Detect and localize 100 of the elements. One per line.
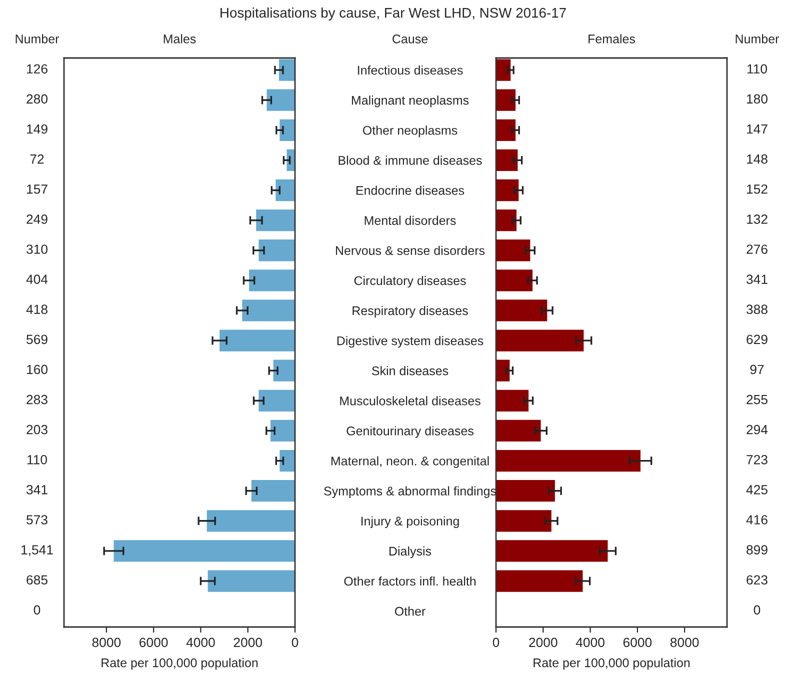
y-tick-label: Musculoskeletal diseases: [340, 396, 480, 406]
bar: [266, 89, 295, 111]
text: 149: [27, 124, 48, 134]
y-axis-title: Cause: [392, 34, 428, 44]
bar: [280, 450, 295, 472]
text: 310: [26, 244, 48, 254]
bar: [258, 240, 295, 262]
y-tick-label: Other: [394, 606, 426, 616]
y-tick-label: Blood & immune diseases: [338, 156, 482, 165]
y-tick-label: Other factors infl. health: [344, 576, 476, 586]
bar: [496, 570, 583, 592]
text: Number: [736, 34, 780, 44]
text: 899: [746, 545, 768, 554]
bar: [496, 209, 517, 232]
bar: [496, 119, 516, 141]
bar: [273, 360, 295, 382]
y-tick-label: Other neoplasms: [363, 126, 458, 138]
text: 629: [746, 334, 768, 344]
y-tick-label: Injury & poisoning: [361, 516, 459, 528]
chart-subtitle: Females: [588, 34, 636, 44]
x-tick-label: 4000: [186, 638, 215, 648]
bar: [496, 420, 541, 442]
x-axis-title: Rate per 100,000 population: [102, 658, 258, 670]
text: 126: [27, 64, 48, 74]
text: 249: [26, 214, 48, 224]
bar: [496, 330, 584, 352]
text: 0: [34, 605, 40, 615]
bar: [258, 390, 295, 412]
text: 685: [26, 575, 48, 585]
text: 0: [754, 605, 760, 615]
text: 110: [27, 454, 48, 464]
bar: [496, 240, 530, 262]
text: 147: [747, 124, 768, 134]
text: 341: [746, 274, 768, 284]
text: 723: [746, 454, 768, 464]
bar: [496, 390, 529, 412]
text: 148: [747, 154, 768, 164]
y-tick-label: Respiratory diseases: [352, 306, 468, 318]
bar: [496, 300, 548, 322]
y-tick-label: Dialysis: [389, 546, 432, 558]
bar: [280, 119, 295, 141]
y-tick-label: Mental disorders: [364, 216, 456, 225]
y-tick-label: Skin diseases: [372, 366, 448, 376]
y-tick-label: Infectious diseases: [358, 65, 463, 75]
text: 180: [747, 94, 768, 104]
bar: [496, 540, 608, 562]
text: 132: [747, 214, 768, 224]
bar: [496, 450, 640, 472]
bar: [496, 89, 516, 111]
x-tick-label: 6000: [140, 638, 168, 648]
x-tick-label: 4000: [576, 638, 604, 648]
text: 160: [27, 364, 48, 374]
x-tick-label: 8000: [670, 638, 699, 648]
y-tick-label: Endocrine diseases: [356, 186, 464, 195]
text: 280: [26, 94, 48, 104]
x-axis-title: Rate per 100,000 population: [534, 658, 690, 670]
y-tick-label: Symptoms & abnormal findings: [324, 486, 496, 498]
y-tick-label: Digestive system diseases: [337, 336, 484, 348]
text: 418: [26, 304, 48, 314]
x-tick-label: 0: [292, 638, 298, 648]
y-tick-label: Genitourinary diseases: [346, 426, 474, 438]
y-tick-label: Maternal, neon. & congenital: [331, 456, 489, 468]
bar: [208, 570, 295, 592]
bar: [496, 360, 510, 382]
x-tick-label: 2000: [234, 638, 262, 648]
x-tick-label: 6000: [623, 638, 652, 648]
text: 623: [746, 575, 768, 585]
text: 425: [746, 485, 768, 494]
x-tick-label: 0: [492, 638, 500, 648]
bar: [496, 480, 555, 502]
y-tick-label: Nervous & sense disorders: [336, 246, 485, 256]
text: 388: [746, 304, 768, 314]
bar: [251, 480, 295, 502]
text: 152: [747, 184, 768, 194]
text: 276: [746, 244, 768, 254]
text: 569: [26, 334, 48, 344]
text: 255: [746, 394, 768, 404]
bar: [496, 149, 518, 172]
bar: [496, 270, 533, 292]
chart-subtitle: Males: [164, 34, 196, 44]
bar: [270, 420, 295, 442]
bar: [496, 59, 511, 81]
bar: [496, 179, 519, 202]
text: 203: [26, 424, 48, 434]
text: 416: [746, 515, 768, 524]
bar: [278, 59, 295, 81]
bar: [256, 209, 295, 232]
text: 283: [26, 394, 48, 404]
text: 404: [26, 274, 48, 284]
y-tick-label: Circulatory diseases: [354, 276, 466, 288]
bar: [276, 179, 295, 202]
text: 294: [746, 424, 768, 434]
bar: [496, 510, 552, 532]
x-tick-label: 2000: [529, 638, 558, 648]
text: 341: [26, 485, 48, 494]
text: 97: [750, 364, 764, 374]
bar: [220, 330, 295, 352]
text: 110: [747, 64, 768, 74]
text: 72: [30, 154, 44, 164]
text: 1,541: [22, 545, 53, 556]
